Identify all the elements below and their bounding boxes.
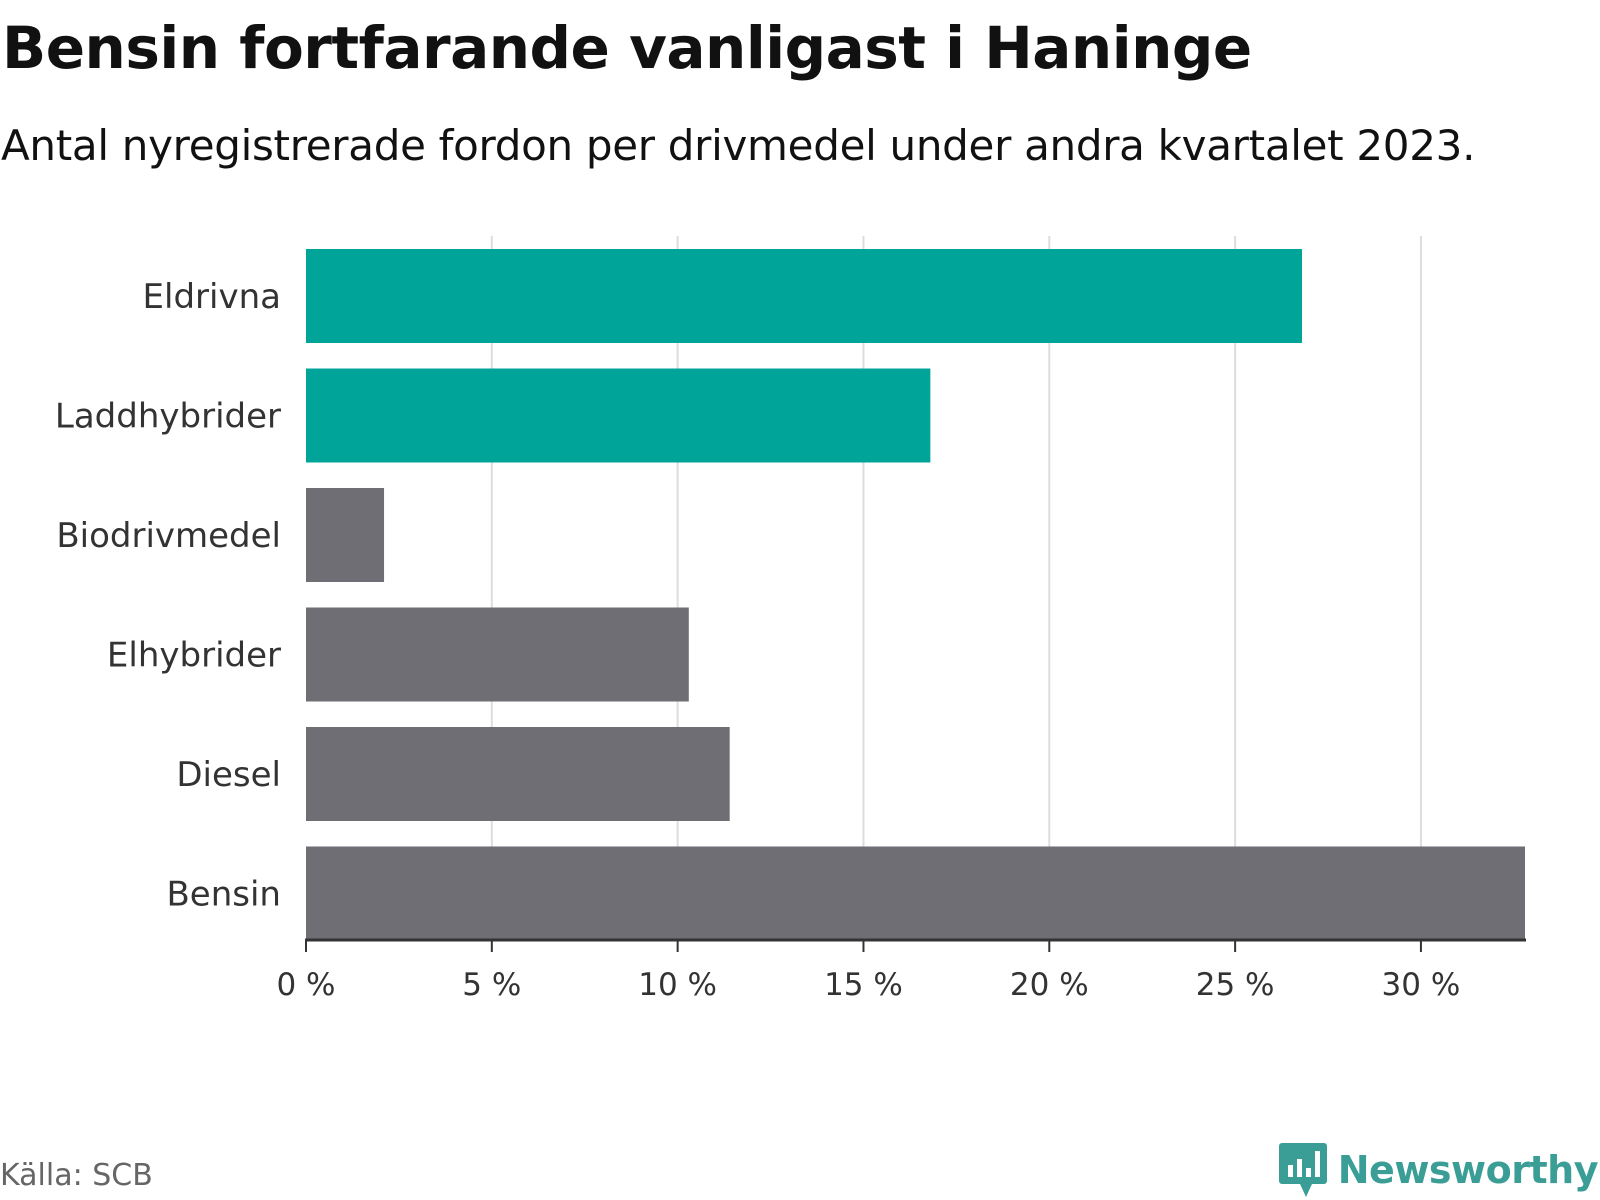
bar-elhybrider [306, 607, 689, 702]
x-tick-label-10: 10 % [638, 967, 717, 1003]
x-tick-label-30: 30 % [1382, 967, 1461, 1003]
x-axis: 0 % 5 % 10 % 15 % 20 % 25 % 30 % [276, 938, 1526, 1003]
bar-laddhybrider [306, 368, 931, 463]
category-label-eldrivna: Eldrivna [143, 277, 281, 317]
brand-name: Newsworthy [1337, 1148, 1599, 1192]
category-label-bensin: Bensin [166, 875, 281, 915]
category-label-laddhybrider: Laddhybrider [55, 397, 281, 437]
category-labels: Eldrivna Laddhybrider Biodrivmedel Elhybrid… [55, 277, 281, 915]
bar-chart-bubble-icon [1278, 1143, 1327, 1197]
category-label-elhybrider: Elhybrider [107, 636, 281, 676]
bar-eldrivna [306, 249, 1303, 343]
chart-subtitle: Antal nyregistrerade fordon per drivmede… [1, 121, 1476, 170]
x-tick-label-25: 25 % [1196, 967, 1275, 1003]
bars [306, 249, 1525, 941]
category-label-biodrivmedel: Biodrivmedel [56, 516, 281, 556]
bar-bensin [306, 846, 1525, 941]
bar-chart: Eldrivna Laddhybrider Biodrivmedel Elhybrid… [55, 236, 1526, 1003]
bar-biodrivmedel [306, 488, 385, 582]
chart-title: Bensin fortfarande vanligast i Haninge [2, 14, 1252, 82]
category-label-diesel: Diesel [176, 755, 281, 795]
newsworthy-logo: Newsworthy [1278, 1140, 1599, 1200]
bar-diesel [306, 727, 730, 821]
gridlines [490, 236, 1422, 940]
x-tick-label-5: 5 % [462, 967, 521, 1003]
source-note: Källa: SCB [0, 1158, 153, 1193]
x-tick-label-0: 0 % [276, 967, 335, 1003]
x-tick-label-15: 15 % [824, 967, 903, 1003]
x-tick-label-20: 20 % [1010, 967, 1089, 1003]
